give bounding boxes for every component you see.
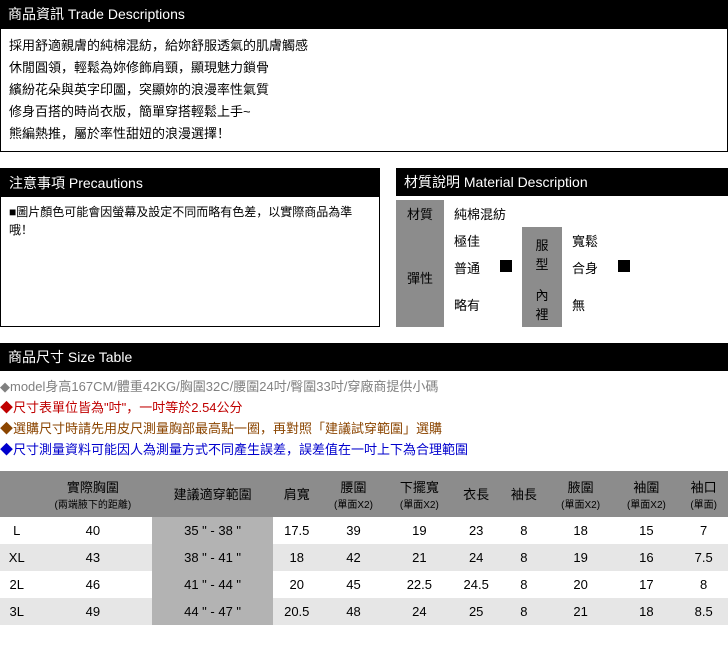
size-row: L4035 " - 38 "17.5391923818157 — [0, 517, 728, 544]
size-cell: 8 — [500, 517, 548, 544]
size-cell: 46 — [34, 571, 153, 598]
size-cell: 8 — [679, 571, 728, 598]
stretch-opt: 略有 — [444, 281, 490, 327]
fit-mark — [608, 254, 640, 281]
size-cell: 44 " - 47 " — [152, 598, 273, 625]
size-header: 商品尺寸 Size Table — [0, 343, 728, 371]
precautions-header: 注意事項 Precautions — [1, 169, 379, 197]
size-th: 袖圍(單面X2) — [614, 471, 680, 517]
precautions-body: ■圖片顏色可能會因螢幕及設定不同而略有色差，以實際商品為準哦！ — [1, 197, 379, 245]
size-cell: 35 " - 38 " — [152, 517, 273, 544]
size-cell: 3L — [0, 598, 34, 625]
size-cell: 49 — [34, 598, 153, 625]
size-cell: 43 — [34, 544, 153, 571]
trade-line: 採用舒適親膚的純棉混紡，給妳舒服透氣的肌膚觸感 — [9, 35, 719, 57]
size-notes: ◆model身高167CM/體重42KG/胸圍32C/腰圍24吋/臀圍33吋/穿… — [0, 371, 728, 466]
size-cell: 25 — [452, 598, 500, 625]
stretch-opt: 普通 — [444, 254, 490, 281]
size-row: XL4338 " - 41 "18422124819167.5 — [0, 544, 728, 571]
material-header: 材質說明 Material Description — [396, 168, 728, 196]
size-th: 腋圍(單面X2) — [548, 471, 614, 517]
fit-label: 服型 — [522, 227, 562, 281]
precautions-section: 注意事項 Precautions ■圖片顏色可能會因螢幕及設定不同而略有色差，以… — [0, 168, 380, 327]
size-th: 衣長 — [452, 471, 500, 517]
size-cell: 39 — [321, 517, 387, 544]
size-cell: 45 — [321, 571, 387, 598]
size-cell: 2L — [0, 571, 34, 598]
size-cell: 24 — [452, 544, 500, 571]
size-cell: 7 — [679, 517, 728, 544]
size-cell: 20.5 — [273, 598, 321, 625]
size-th: 下擺寬(單面X2) — [386, 471, 452, 517]
material-label: 材質 — [396, 200, 444, 227]
precautions-text: ■圖片顏色可能會因螢幕及設定不同而略有色差，以實際商品為準哦！ — [9, 203, 371, 239]
size-row: 3L4944 " - 47 "20.5482425821188.5 — [0, 598, 728, 625]
size-cell: 8 — [500, 571, 548, 598]
size-table: 實際胸圍(兩端腋下的距離)建議適穿範圍肩寬腰圍(單面X2)下擺寬(單面X2)衣長… — [0, 471, 728, 625]
size-cell: 18 — [548, 517, 614, 544]
size-th: 實際胸圍(兩端腋下的距離) — [34, 471, 153, 517]
size-cell: 21 — [386, 544, 452, 571]
trade-header: 商品資訊 Trade Descriptions — [0, 0, 728, 28]
stretch-mark — [490, 254, 522, 281]
size-th: 腰圍(單面X2) — [321, 471, 387, 517]
size-th: 肩寬 — [273, 471, 321, 517]
size-note: ◆model身高167CM/體重42KG/胸圍32C/腰圍24吋/臀圍33吋/穿… — [0, 377, 728, 398]
trade-section: 商品資訊 Trade Descriptions 採用舒適親膚的純棉混紡，給妳舒服… — [0, 0, 728, 152]
size-cell: 22.5 — [386, 571, 452, 598]
size-cell: 17 — [614, 571, 680, 598]
size-section: 商品尺寸 Size Table ◆model身高167CM/體重42KG/胸圍3… — [0, 343, 728, 624]
size-cell: 8 — [500, 544, 548, 571]
size-cell: 40 — [34, 517, 153, 544]
size-cell: 8 — [500, 598, 548, 625]
stretch-mark — [490, 281, 522, 327]
material-value: 純棉混紡 — [444, 200, 640, 227]
size-cell: 8.5 — [679, 598, 728, 625]
size-cell: 21 — [548, 598, 614, 625]
size-cell: XL — [0, 544, 34, 571]
size-note: ◆尺寸表單位皆為"吋"，一吋等於2.54公分 — [0, 398, 728, 419]
size-th: 袖長 — [500, 471, 548, 517]
size-cell: 15 — [614, 517, 680, 544]
size-cell: 24.5 — [452, 571, 500, 598]
size-cell: L — [0, 517, 34, 544]
material-section: 材質說明 Material Description 材質 純棉混紡 彈性 極佳 … — [396, 168, 728, 327]
size-cell: 18 — [614, 598, 680, 625]
stretch-mark — [490, 227, 522, 254]
fit-opt: 合身 — [562, 254, 608, 281]
material-table: 材質 純棉混紡 彈性 極佳 服型 寬鬆 普通 合身 略有 內裡 無 — [396, 200, 640, 327]
fit-mark — [608, 227, 640, 254]
size-cell: 19 — [386, 517, 452, 544]
size-cell: 41 " - 44 " — [152, 571, 273, 598]
size-row: 2L4641 " - 44 "204522.524.5820178 — [0, 571, 728, 598]
trade-body: 採用舒適親膚的純棉混紡，給妳舒服透氣的肌膚觸感 休閒圓領，輕鬆為妳修飾肩頸，顯現… — [0, 28, 728, 152]
size-cell: 16 — [614, 544, 680, 571]
size-th: 袖口(單面) — [679, 471, 728, 517]
trade-line: 熊編熱推，屬於率性甜妞的浪漫選擇！ — [9, 123, 719, 145]
stretch-opt: 極佳 — [444, 227, 490, 254]
lining-value: 無 — [562, 281, 640, 327]
size-th: 建議適穿範圍 — [152, 471, 273, 517]
fit-opt: 寬鬆 — [562, 227, 608, 254]
size-note: ◆選購尺寸時請先用皮尺測量胸部最高點一圈，再對照「建議試穿範圍」選購 — [0, 419, 728, 440]
size-cell: 23 — [452, 517, 500, 544]
size-cell: 20 — [273, 571, 321, 598]
lining-label: 內裡 — [522, 281, 562, 327]
trade-line: 休閒圓領，輕鬆為妳修飾肩頸，顯現魅力鎖骨 — [9, 57, 719, 79]
size-cell: 18 — [273, 544, 321, 571]
trade-line: 修身百搭的時尚衣版，簡單穿搭輕鬆上手~ — [9, 101, 719, 123]
size-cell: 48 — [321, 598, 387, 625]
size-cell: 24 — [386, 598, 452, 625]
size-cell: 42 — [321, 544, 387, 571]
size-note: ◆尺寸測量資料可能因人為測量方式不同產生誤差，誤差值在一吋上下為合理範圍 — [0, 440, 728, 461]
stretch-label: 彈性 — [396, 227, 444, 327]
size-cell: 17.5 — [273, 517, 321, 544]
size-cell: 38 " - 41 " — [152, 544, 273, 571]
size-th — [0, 471, 34, 517]
size-cell: 20 — [548, 571, 614, 598]
size-cell: 7.5 — [679, 544, 728, 571]
trade-line: 繽紛花朵與英字印圖，突顯妳的浪漫率性氣質 — [9, 79, 719, 101]
size-cell: 19 — [548, 544, 614, 571]
